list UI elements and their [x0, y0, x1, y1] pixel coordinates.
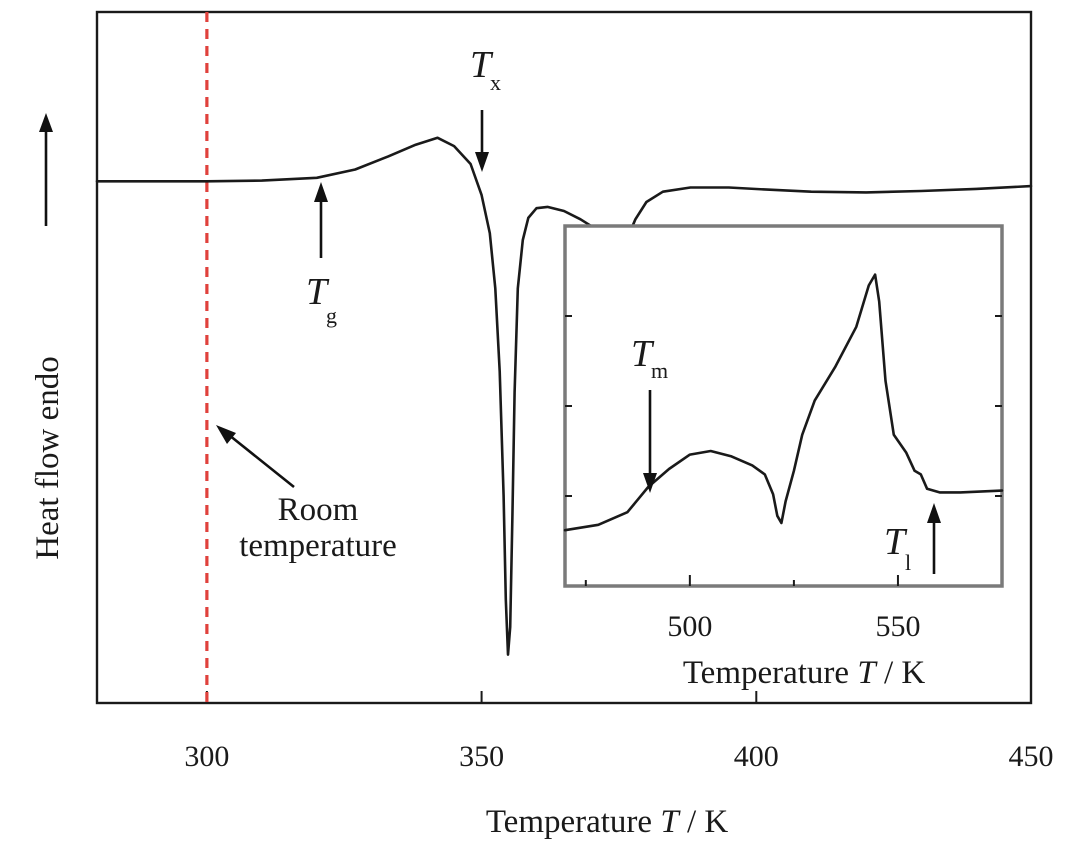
inset-x-axis-title-unit: / K — [876, 655, 926, 691]
inset-x-axis-title: Temperature T / K — [683, 655, 926, 691]
main-x-axis-title-unit: / K — [679, 804, 729, 840]
y-axis-direction-arrow — [39, 113, 53, 226]
main-x-tick-label: 350 — [459, 740, 504, 773]
main-plot-frame — [95, 10, 1033, 705]
main-x-tick-label: 450 — [1009, 740, 1054, 773]
tg-arrow-icon — [314, 182, 328, 202]
tg-annotation: T g — [306, 182, 337, 328]
tg-symbol: T — [306, 271, 330, 313]
inset-x-tick-labels: 500 550 — [667, 610, 920, 643]
main-x-tick-labels: 300 350 400 450 — [184, 740, 1053, 773]
tm-arrow-icon — [643, 473, 657, 493]
tx-annotation: T x — [470, 44, 501, 172]
tm-symbol: T — [631, 333, 655, 375]
main-x-axis-title: Temperature T / K — [486, 804, 729, 840]
tl-annotation: T l — [884, 503, 941, 575]
inset-x-ticks — [565, 315, 1002, 586]
inset-x-tick-label: 500 — [667, 610, 712, 643]
tx-symbol: T — [470, 44, 494, 86]
room-label-line2: temperature — [239, 528, 397, 564]
tm-annotation: T m — [631, 333, 668, 493]
room-label-line1: Room — [278, 492, 359, 528]
main-x-tick-label: 300 — [184, 740, 229, 773]
tx-subscript: x — [490, 70, 501, 95]
main-dsc-curve — [95, 136, 1033, 656]
tx-arrow-icon — [475, 152, 489, 172]
inset-plot-frame — [563, 224, 1004, 588]
main-x-axis-title-text: Temperature — [486, 804, 661, 840]
tm-subscript: m — [651, 358, 668, 383]
room-temperature-annotation: Room temperature — [216, 425, 397, 564]
tl-subscript: l — [905, 550, 911, 575]
tl-arrow-icon — [927, 503, 941, 523]
main-x-tick-label: 400 — [734, 740, 779, 773]
y-axis-title: Heat flow endo — [30, 356, 66, 559]
inset-x-tick-label: 550 — [875, 610, 920, 643]
main-x-ticks — [205, 691, 1032, 703]
room-arrow-icon — [216, 425, 236, 444]
inset-dsc-curve — [563, 273, 1004, 532]
tl-symbol: T — [884, 521, 908, 563]
main-x-axis-title-symbol: T — [660, 804, 681, 840]
tg-subscript: g — [326, 303, 337, 328]
inset-x-axis-title-symbol: T — [857, 655, 878, 691]
inset-x-axis-title-text: Temperature — [683, 655, 858, 691]
